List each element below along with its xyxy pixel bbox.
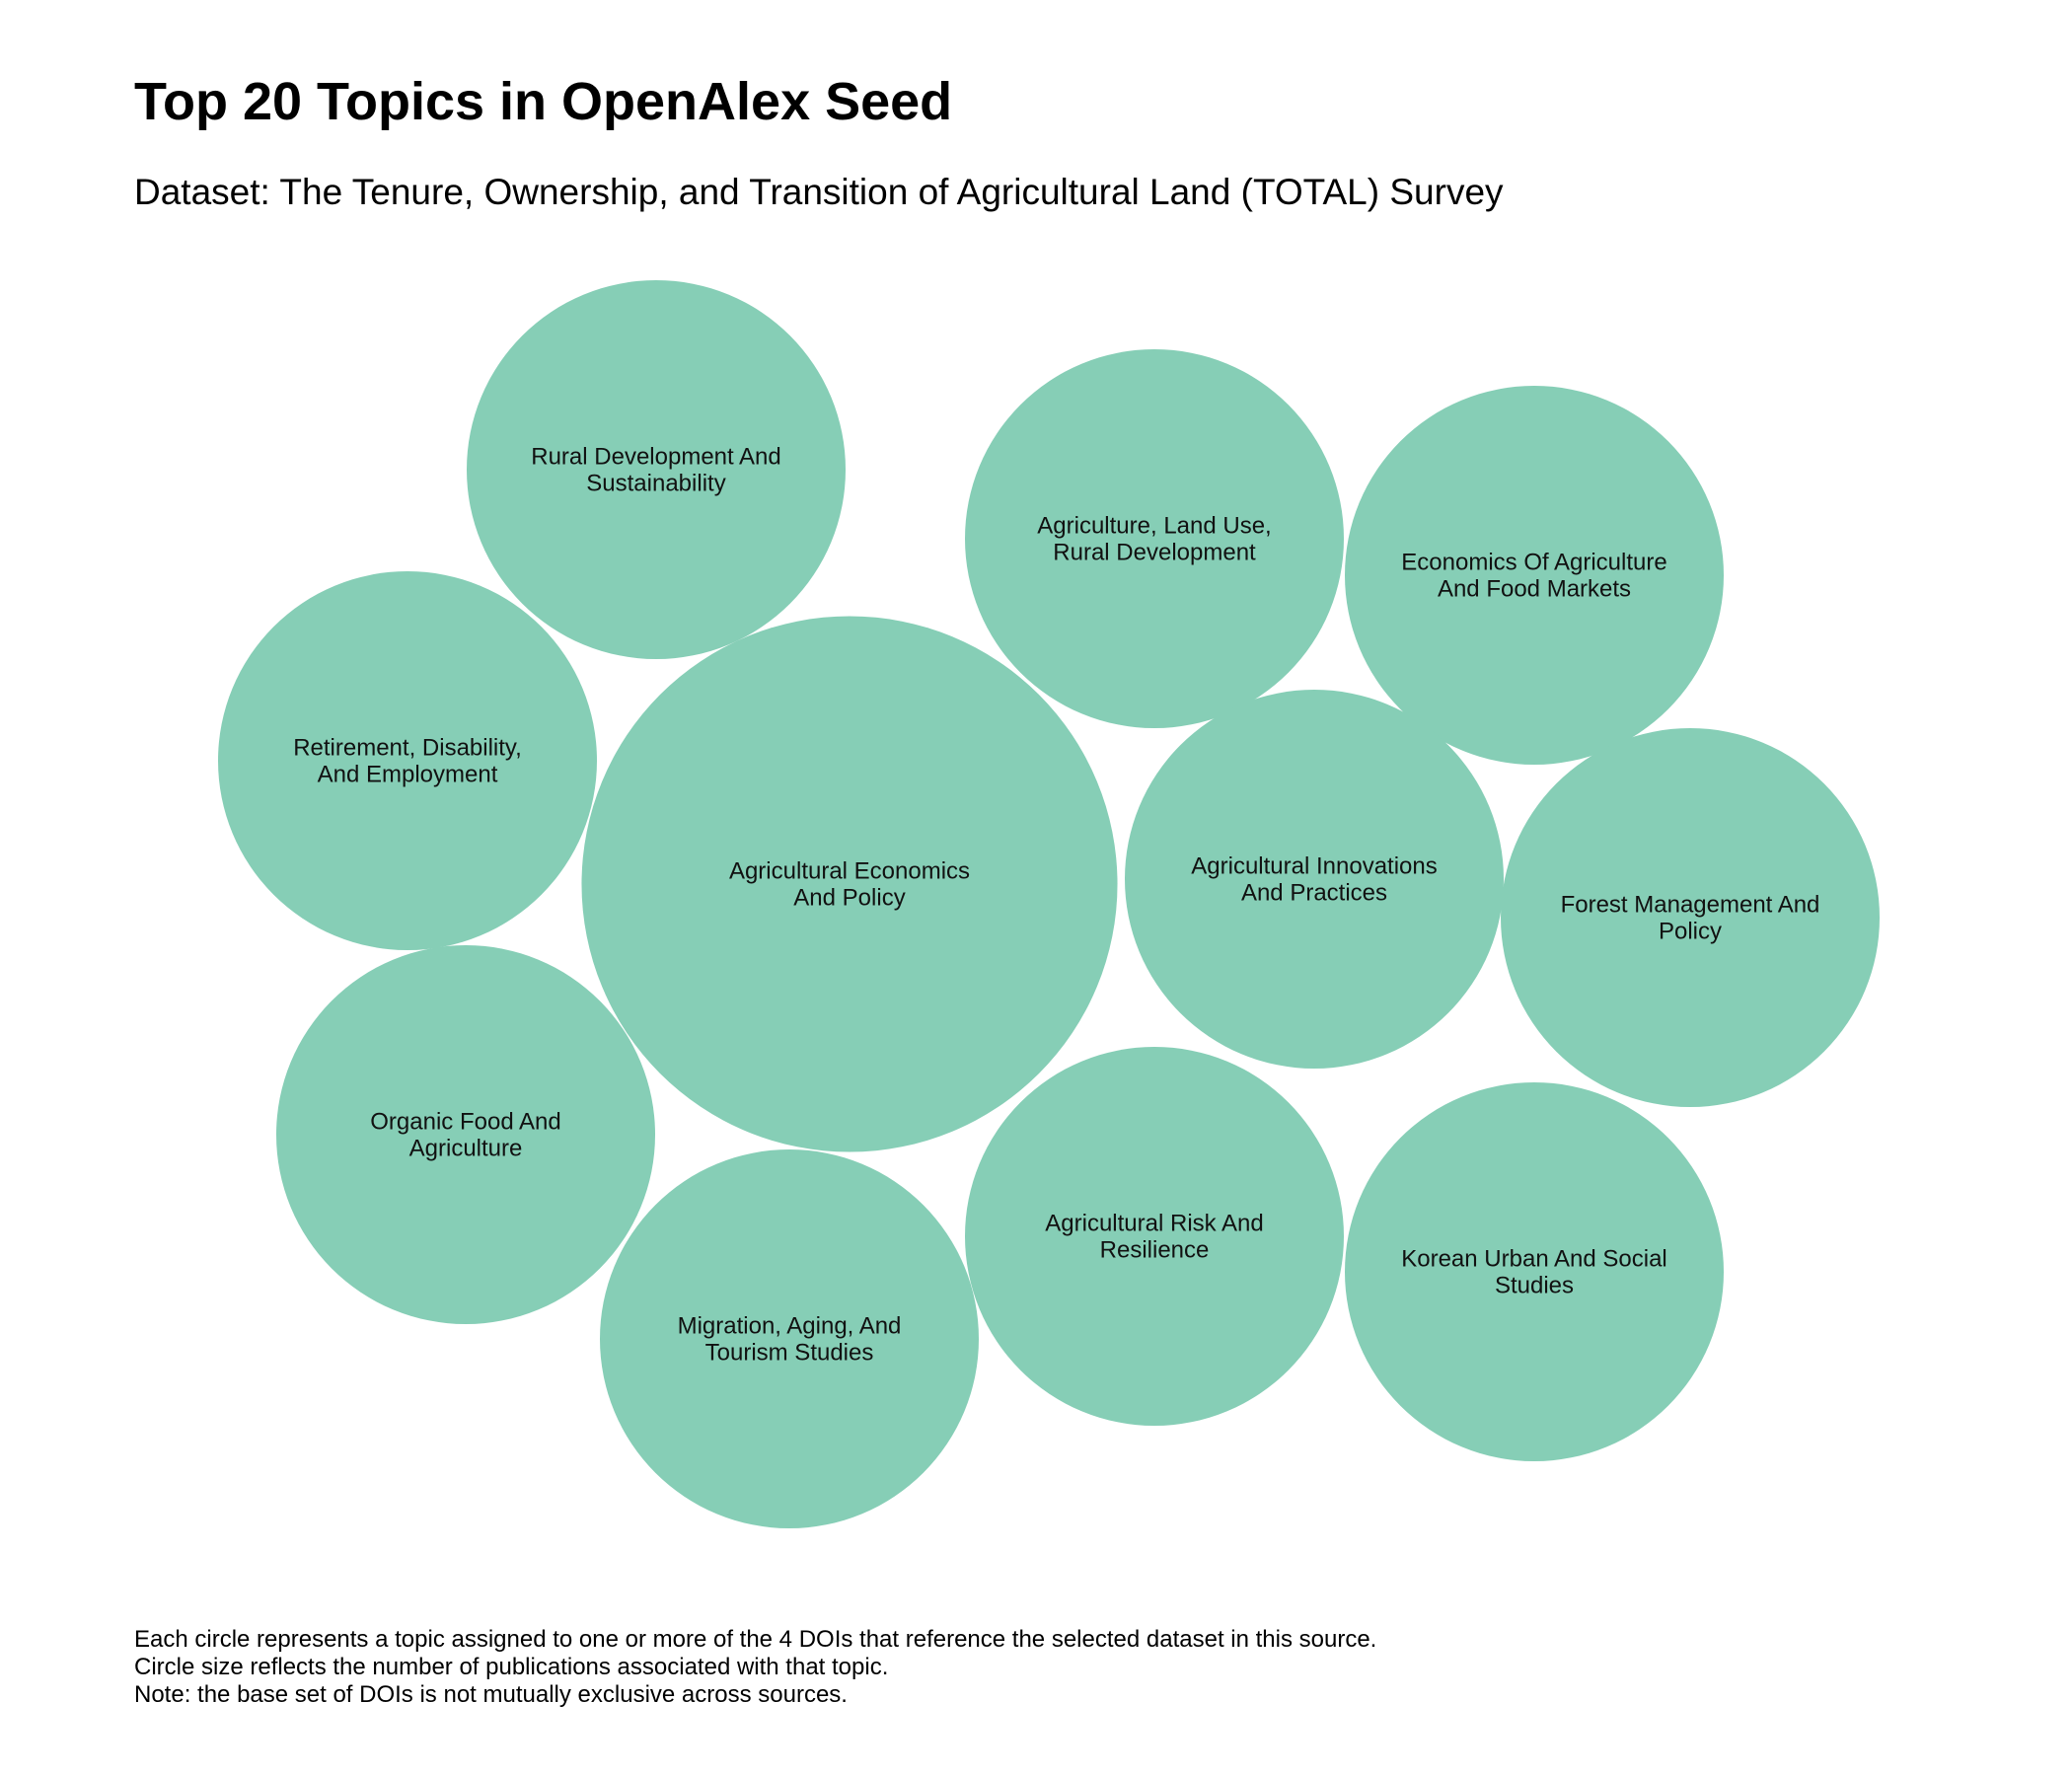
topic-label: Agriculture <box>409 1136 523 1162</box>
topic-bubble <box>965 1047 1344 1426</box>
chart-subtitle: Dataset: The Tenure, Ownership, and Tran… <box>134 172 1504 212</box>
topic-label: Economics Of Agriculture <box>1401 550 1666 576</box>
topic-label: Forest Management And <box>1561 892 1820 919</box>
footnote: Each circle represents a topic assigned … <box>134 1626 1376 1709</box>
chart-title: Top 20 Topics in OpenAlex Seed <box>134 72 953 131</box>
topic-label: Rural Development And <box>531 444 780 471</box>
topic-bubble <box>1345 386 1724 765</box>
topic-label: Rural Development <box>1053 540 1256 566</box>
topic-label: Tourism Studies <box>705 1340 874 1367</box>
topic-bubble <box>218 571 597 950</box>
topic-label: And Food Markets <box>1438 576 1631 603</box>
topic-label: And Policy <box>793 885 905 912</box>
topic-label: Migration, Aging, And <box>678 1313 902 1340</box>
topic-bubble <box>1125 690 1504 1069</box>
topic-bubble <box>581 616 1118 1152</box>
topic-label: And Practices <box>1241 880 1387 907</box>
topic-label: Agricultural Risk And <box>1045 1211 1263 1237</box>
topic-label: Policy <box>1659 919 1722 945</box>
topic-label: Resilience <box>1100 1237 1210 1264</box>
footnote-line-3: Note: the base set of DOIs is not mutual… <box>134 1681 848 1708</box>
topic-label: Retirement, Disability, <box>293 735 522 762</box>
topic-label: Sustainability <box>586 471 725 497</box>
topic-bubble <box>965 349 1344 728</box>
topic-bubble <box>600 1149 979 1528</box>
topic-label: Agriculture, Land Use, <box>1037 513 1271 540</box>
topic-label: Organic Food And <box>370 1109 560 1136</box>
footnote-line-2: Circle size reflects the number of publi… <box>134 1654 889 1680</box>
topic-label: Studies <box>1495 1273 1574 1299</box>
topic-label: Agricultural Economics <box>729 858 970 885</box>
topic-label: And Employment <box>318 762 498 788</box>
topic-bubble <box>467 280 846 659</box>
topic-bubble <box>276 945 655 1324</box>
topic-bubble <box>1501 728 1880 1107</box>
footnote-line-1: Each circle represents a topic assigned … <box>134 1626 1377 1653</box>
topic-bubble <box>1345 1082 1724 1461</box>
topic-label: Agricultural Innovations <box>1191 853 1437 880</box>
topic-label: Korean Urban And Social <box>1401 1246 1667 1273</box>
